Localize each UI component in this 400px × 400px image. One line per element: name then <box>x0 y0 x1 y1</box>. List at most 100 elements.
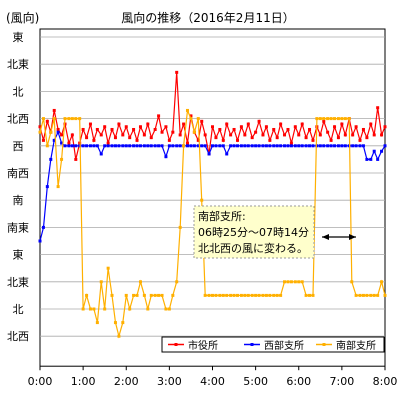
data-point <box>246 144 250 148</box>
data-point <box>268 293 272 297</box>
data-point <box>138 280 142 284</box>
data-point <box>304 144 308 148</box>
data-point <box>225 293 229 297</box>
y-tick-label: 北西 <box>7 113 29 126</box>
data-point <box>60 157 64 161</box>
data-point <box>99 280 103 284</box>
data-point <box>275 136 279 140</box>
data-point <box>175 280 179 284</box>
data-point <box>383 293 387 297</box>
data-point <box>81 144 85 148</box>
data-point <box>239 293 243 297</box>
data-point <box>369 157 373 161</box>
data-point <box>167 138 171 142</box>
y-tick-label: 東 <box>13 31 24 44</box>
data-point <box>63 117 67 121</box>
data-point <box>343 133 347 137</box>
x-tick-label: 5:00 <box>243 375 268 388</box>
data-point <box>142 133 146 137</box>
data-point <box>286 127 290 131</box>
data-point <box>315 117 319 121</box>
data-point <box>56 130 60 134</box>
data-point <box>171 130 175 134</box>
data-point <box>45 185 49 189</box>
data-point <box>142 293 146 297</box>
data-point <box>132 144 136 148</box>
series-3 <box>38 108 387 339</box>
x-tick-labels: 0:00 1:00 2:00 3:00 4:00 5:00 6:00 7:00 8:00 <box>28 366 397 388</box>
data-point <box>95 127 99 131</box>
data-point <box>142 144 146 148</box>
data-point <box>218 144 222 148</box>
data-point <box>124 144 128 148</box>
data-point <box>189 144 193 148</box>
data-point <box>211 144 214 148</box>
data-point <box>264 125 268 129</box>
data-point <box>164 125 168 129</box>
data-point <box>189 117 193 121</box>
data-point <box>229 144 233 148</box>
data-point <box>157 293 161 297</box>
y-tick-label: 東 <box>13 249 24 262</box>
data-point <box>300 144 304 148</box>
data-point <box>336 117 340 121</box>
data-point <box>113 144 117 148</box>
data-point <box>300 122 304 126</box>
y-tick-label: 南西 <box>7 167 29 180</box>
series-1 <box>38 70 387 161</box>
legend-label: 市役所 <box>188 339 218 352</box>
annotation-line-1: 南部支所: <box>198 209 246 223</box>
data-point <box>41 117 45 121</box>
data-point <box>92 307 96 311</box>
data-point <box>336 144 340 148</box>
data-point <box>192 130 196 134</box>
data-point <box>326 117 330 121</box>
data-point <box>56 185 60 189</box>
legend-label: 南部支所 <box>336 339 376 352</box>
data-point <box>243 133 247 137</box>
data-point <box>117 334 121 338</box>
data-point <box>132 293 136 297</box>
data-point <box>354 144 358 148</box>
data-point <box>196 138 200 142</box>
data-point <box>351 144 355 148</box>
data-point <box>138 144 142 148</box>
data-point <box>372 133 376 137</box>
data-point <box>171 144 175 148</box>
data-point <box>175 70 179 74</box>
data-point <box>279 144 283 148</box>
data-point <box>380 280 384 284</box>
data-point <box>246 293 250 297</box>
data-point <box>189 114 193 118</box>
data-point <box>304 293 308 297</box>
data-point <box>229 133 233 137</box>
y-tick-label: 北西 <box>7 330 29 343</box>
data-point <box>236 293 240 297</box>
data-point <box>60 133 64 137</box>
data-point <box>376 157 380 161</box>
data-point <box>272 293 276 297</box>
data-point <box>318 133 322 137</box>
data-point <box>164 307 168 311</box>
data-point <box>297 133 301 137</box>
data-point <box>121 321 125 325</box>
data-point <box>365 157 369 161</box>
data-point <box>74 117 78 121</box>
data-point <box>38 239 42 243</box>
data-point <box>63 144 67 148</box>
legend-label: 西部支所 <box>264 339 304 352</box>
data-point <box>67 144 71 148</box>
data-point <box>221 138 225 142</box>
annotation-double-arrow <box>322 234 356 240</box>
data-point <box>160 293 164 297</box>
data-point <box>264 144 268 148</box>
series-layer <box>38 70 387 339</box>
data-point <box>350 280 354 284</box>
data-point <box>279 122 283 126</box>
data-point <box>361 293 365 297</box>
data-point <box>380 149 384 153</box>
data-point <box>200 198 204 202</box>
data-point <box>52 108 56 112</box>
data-point <box>304 136 308 140</box>
